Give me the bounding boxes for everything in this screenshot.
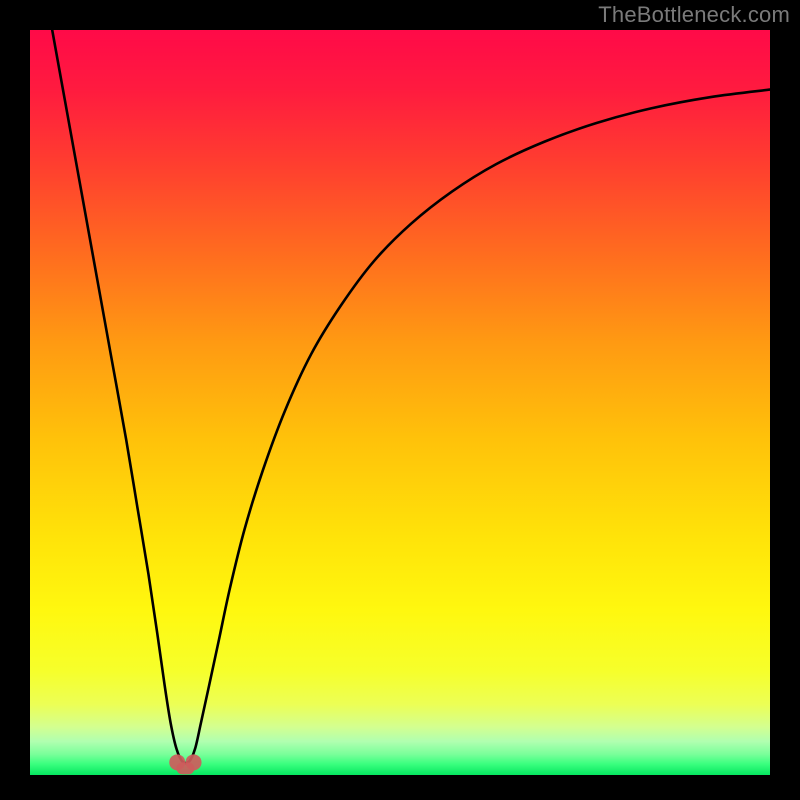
- chart-frame: TheBottleneck.com: [0, 0, 800, 800]
- optimal-range-bridge: [176, 762, 194, 774]
- bottleneck-curve: [30, 30, 770, 775]
- bottleneck-curve-path: [52, 30, 770, 763]
- watermark-text: TheBottleneck.com: [598, 2, 790, 28]
- plot-area: [30, 30, 770, 775]
- optimal-range-marker: [169, 754, 201, 774]
